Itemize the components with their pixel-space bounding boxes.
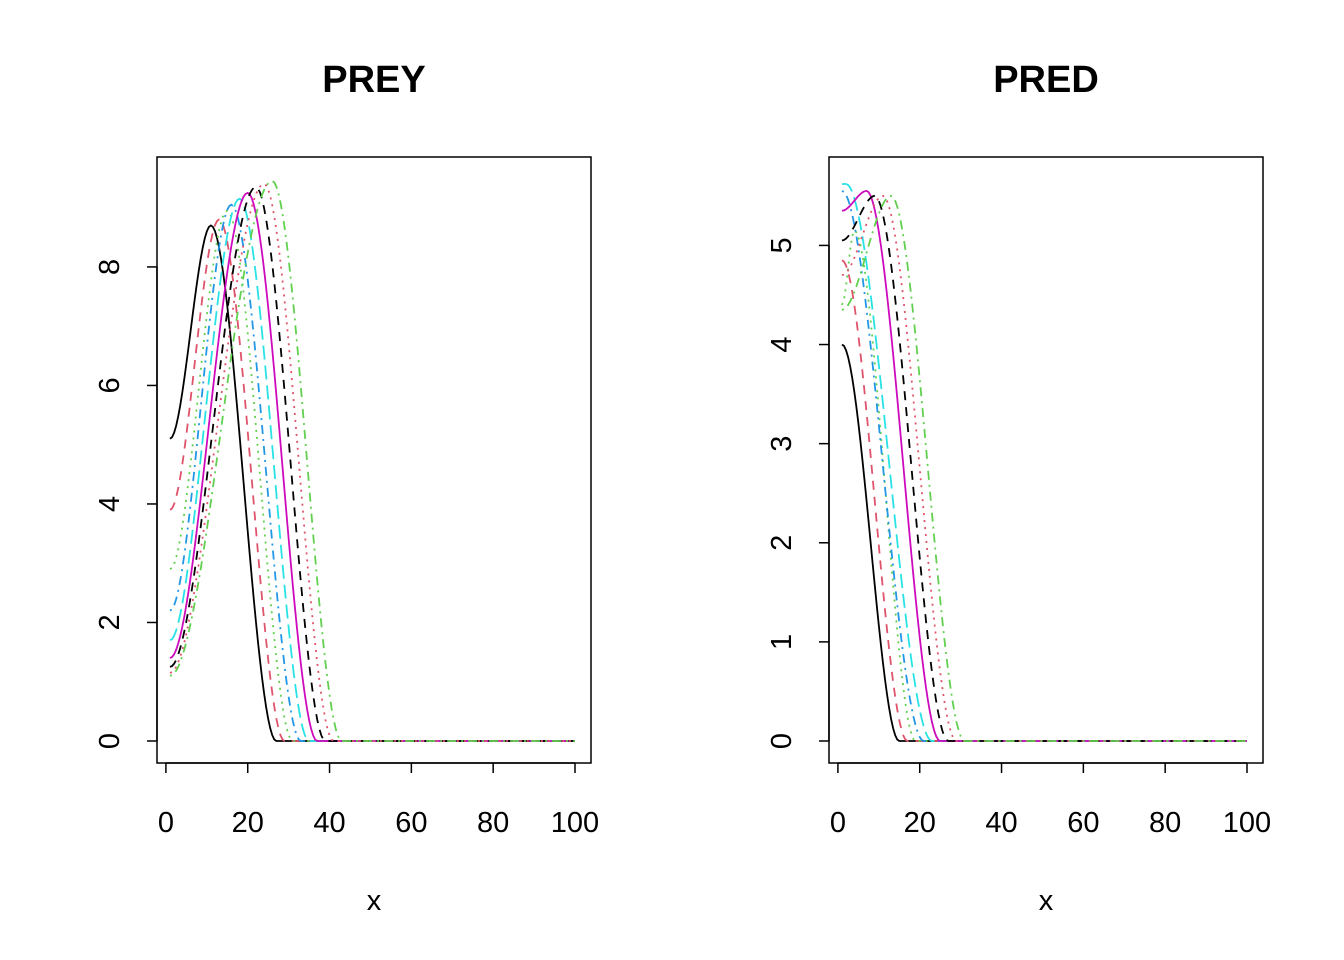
pred-x-axis-label: x	[1039, 885, 1054, 917]
prey-series-line-5	[169, 197, 575, 742]
pred-series-line-6	[841, 189, 1247, 742]
prey-title: PREY	[322, 59, 425, 101]
pred-series-group	[841, 183, 1247, 742]
prey-y-tick-label-2: 4	[94, 496, 126, 512]
pred-series-line-1	[841, 343, 1247, 742]
prey-series-line-7	[169, 185, 575, 742]
prey-plot-frame	[156, 156, 592, 764]
prey-x-tick-label-4: 80	[477, 807, 509, 839]
prey-y-tick-label-1: 2	[94, 614, 126, 630]
prey-axes: 0 20 40 60 80 100 0 2 4 6 8	[94, 259, 599, 839]
prey-series-line-1	[169, 224, 575, 742]
prey-series-group	[169, 180, 575, 742]
pred-x-tick-label-3: 60	[1067, 807, 1099, 839]
pred-series-line-2	[841, 259, 1247, 742]
pred-y-tick-label-5: 5	[766, 237, 798, 253]
prey-y-tick-label-4: 8	[94, 259, 126, 275]
prey-x-tick-label-3: 60	[395, 807, 427, 839]
prey-x-tick-label-0: 0	[158, 807, 174, 839]
prey-series-line-6	[169, 191, 575, 742]
prey-series-line-8	[169, 182, 575, 742]
prey-x-tick-label-1: 20	[232, 807, 264, 839]
pred-plot-frame	[828, 156, 1264, 764]
pred-title: PRED	[993, 59, 1099, 101]
prey-panel: PREY 0 20 40 60 80 100 0 2 4 6 8 x	[94, 59, 599, 917]
pred-panel: PRED 0 20 40 60 80 100 0 1 2 3 4 5 x	[766, 59, 1271, 917]
pred-y-tick-label-0: 0	[766, 733, 798, 749]
pred-series-line-3	[841, 229, 1247, 742]
prey-y-tick-label-3: 6	[94, 377, 126, 393]
prey-x-axis-label: x	[367, 885, 382, 917]
prey-y-tick-label-0: 0	[94, 733, 126, 749]
pred-x-tick-label-0: 0	[830, 807, 846, 839]
prey-series-line-3	[169, 209, 575, 742]
prey-x-tick-label-5: 100	[551, 807, 599, 839]
pred-axes: 0 20 40 60 80 100 0 1 2 3 4 5	[766, 237, 1271, 839]
pred-x-tick-label-5: 100	[1223, 807, 1271, 839]
prey-series-line-2	[169, 218, 575, 742]
pred-x-tick-label-4: 80	[1149, 807, 1181, 839]
pred-y-tick-label-3: 3	[766, 436, 798, 452]
pred-x-tick-label-2: 40	[985, 807, 1017, 839]
pred-series-line-9	[841, 194, 1247, 742]
pred-y-tick-label-1: 1	[766, 634, 798, 650]
pred-x-tick-label-1: 20	[904, 807, 936, 839]
prey-series-line-9	[169, 180, 575, 742]
prey-x-tick-label-2: 40	[313, 807, 345, 839]
pred-y-tick-label-2: 2	[766, 535, 798, 551]
pred-y-tick-label-4: 4	[766, 336, 798, 352]
pred-series-line-7	[841, 194, 1247, 742]
